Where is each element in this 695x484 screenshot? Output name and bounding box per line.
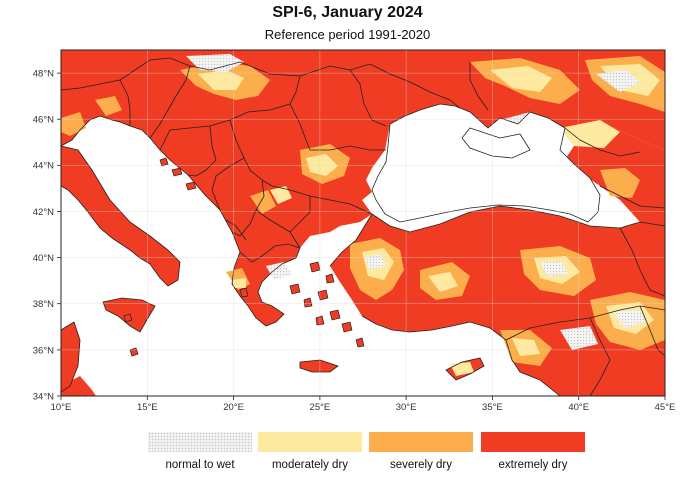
legend-item-normal-to-wet: normal to wet <box>148 432 252 471</box>
legend-item-moderately-dry: moderately dry <box>258 432 362 471</box>
legend-swatch <box>369 432 473 452</box>
lon-tick-label: 40°E <box>568 402 589 413</box>
graticule <box>61 50 665 396</box>
legend: normal to wet moderately dry severely dr… <box>148 432 588 476</box>
land-europe <box>61 50 665 262</box>
lon-tick-label: 10°E <box>51 402 72 413</box>
lon-tick-label: 30°E <box>396 402 417 413</box>
map-title: SPI-6, January 2024 <box>272 4 423 21</box>
lat-tick-label: 40°N <box>33 253 54 264</box>
lat-tick-label: 34°N <box>33 391 54 402</box>
land-africa <box>61 376 96 396</box>
legend-label: severely dry <box>390 459 452 471</box>
legend-swatch <box>481 432 585 452</box>
lon-tick-label: 15°E <box>137 402 158 413</box>
map-subtitle: Reference period 1991-2020 <box>264 27 431 42</box>
land-anatolia <box>330 206 665 396</box>
lat-tick-label: 38°N <box>33 299 54 310</box>
land-greece <box>232 244 300 326</box>
black-sea <box>371 103 601 223</box>
y-axis: 48°N 46°N 44°N 42°N 40°N 38°N 36°N 34°N <box>33 69 61 402</box>
land-italy <box>61 146 180 286</box>
map-panel <box>61 50 665 396</box>
legend-item-severely-dry: severely dry <box>369 432 473 471</box>
x-axis: 10°E 15°E 20°E 25°E 30°E 35°E 40°E 45°E <box>51 396 676 413</box>
map-frame <box>60 49 666 397</box>
lon-tick-label: 35°E <box>482 402 503 413</box>
legend-label: moderately dry <box>271 459 349 471</box>
legend-label: extremely dry <box>498 459 568 471</box>
legend-swatch <box>258 432 362 452</box>
lat-tick-label: 48°N <box>33 69 54 80</box>
lon-tick-label: 20°E <box>223 402 244 413</box>
lat-tick-label: 42°N <box>33 207 54 218</box>
lon-tick-label: 25°E <box>310 402 331 413</box>
lon-tick-label: 45°E <box>655 402 676 413</box>
aegean-islands <box>123 157 365 357</box>
lat-tick-label: 44°N <box>33 161 54 172</box>
lat-tick-label: 36°N <box>33 345 54 356</box>
legend-label: normal to wet <box>165 459 235 471</box>
lat-tick-label: 46°N <box>33 115 54 126</box>
legend-item-extremely-dry: extremely dry <box>481 432 585 471</box>
legend-swatch <box>148 432 252 452</box>
